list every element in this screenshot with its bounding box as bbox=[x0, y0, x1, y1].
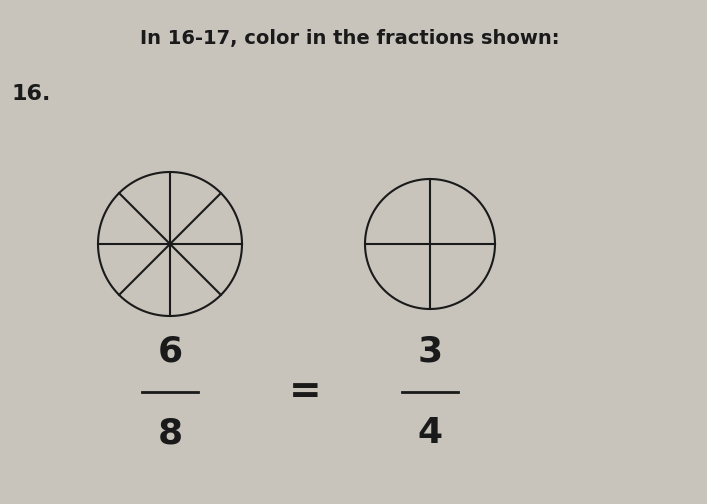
Text: In 16-17, color in the fractions shown:: In 16-17, color in the fractions shown: bbox=[140, 29, 560, 48]
Text: 8: 8 bbox=[158, 416, 182, 450]
Text: 4: 4 bbox=[417, 416, 443, 450]
Text: 3: 3 bbox=[417, 335, 443, 369]
Text: =: = bbox=[288, 373, 321, 411]
Text: 6: 6 bbox=[158, 335, 182, 369]
Text: 16.: 16. bbox=[12, 84, 52, 104]
